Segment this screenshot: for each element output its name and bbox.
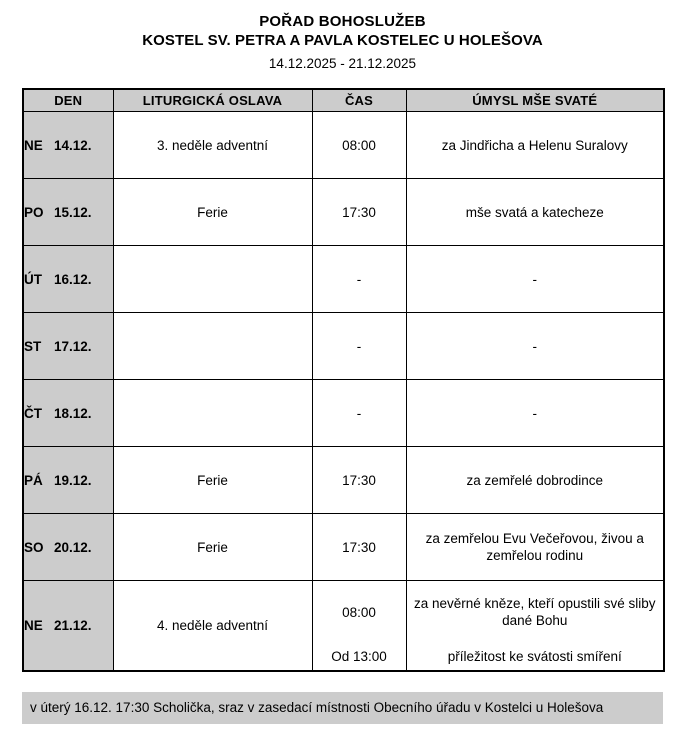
table-row: PÁ 19.12. Ferie 17:30 za zemřelé dobrodin…	[22, 446, 665, 514]
day-date: 16.12.	[54, 271, 92, 287]
cell-liturgy: Ferie	[112, 178, 313, 246]
day-date: 19.12.	[54, 472, 92, 488]
table-row: NE 21.12. 4. neděle adventní 08:00 Od 13:…	[22, 580, 665, 671]
cell-liturgy	[112, 379, 313, 447]
cell-time-secondary: Od 13:00	[331, 648, 387, 664]
day-name: NE	[24, 137, 43, 153]
column-header-umysl: ÚMYSL MŠE SVATÉ	[405, 88, 665, 112]
day-date: 20.12.	[54, 539, 92, 555]
cell-intention-group: za nevěrné kněze, kteří opustili své sli…	[405, 580, 665, 671]
cell-intention: mše svatá a katecheze	[405, 178, 665, 246]
day-name: ÚT	[24, 271, 42, 287]
cell-day: PÁ 19.12.	[22, 446, 114, 514]
table-row: ÚT 16.12. - -	[22, 245, 665, 313]
day-name: ST	[24, 338, 42, 354]
day-name: PO	[24, 204, 44, 220]
cell-intention: -	[405, 312, 665, 380]
cell-intention: -	[405, 379, 665, 447]
table-row: ČT 18.12. - -	[22, 379, 665, 447]
footer-note: v úterý 16.12. 17:30 Scholička, sraz v z…	[22, 692, 663, 724]
cell-day: ST 17.12.	[22, 312, 114, 380]
schedule-table-wrapper: DEN LITURGICKÁ OSLAVA ČAS ÚMYSL MŠE SVAT…	[22, 88, 665, 672]
day-date: 15.12.	[54, 204, 92, 220]
cell-intention: za zemřelé dobrodince	[405, 446, 665, 514]
cell-liturgy	[112, 245, 313, 313]
day-date: 14.12.	[54, 137, 92, 153]
table-row: NE 14.12. 3. neděle adventní 08:00 za Jin…	[22, 111, 665, 179]
cell-time: 08:00	[311, 111, 407, 179]
cell-liturgy	[112, 312, 313, 380]
cell-liturgy: Ferie	[112, 446, 313, 514]
day-date: 21.12.	[54, 617, 92, 633]
cell-time: 17:30	[311, 178, 407, 246]
mass-schedule-table: DEN LITURGICKÁ OSLAVA ČAS ÚMYSL MŠE SVAT…	[22, 88, 665, 672]
cell-time: 17:30	[311, 513, 407, 581]
cell-day: NE 21.12.	[22, 580, 114, 671]
cell-time: 17:30	[311, 446, 407, 514]
table-row: ST 17.12. - -	[22, 312, 665, 380]
day-name: SO	[24, 539, 44, 555]
column-header-cas: ČAS	[311, 88, 407, 112]
cell-time: -	[311, 245, 407, 313]
day-date: 17.12.	[54, 338, 92, 354]
cell-intention: za zemřelou Evu Večeřovou, živou a zemře…	[405, 513, 665, 581]
table-row: PO 15.12. Ferie 17:30 mše svatá a kateche…	[22, 178, 665, 246]
table-row: SO 20.12. Ferie 17:30 za zemřelou Evu Več…	[22, 513, 665, 581]
document-title-block: POŘAD BOHOSLUŽEB KOSTEL SV. PETRA A PAVL…	[0, 0, 685, 74]
day-name: ČT	[24, 405, 42, 421]
cell-liturgy: Ferie	[112, 513, 313, 581]
table-header-row: DEN LITURGICKÁ OSLAVA ČAS ÚMYSL MŠE SVAT…	[22, 88, 665, 112]
cell-time: 08:00	[342, 604, 376, 620]
cell-intention-secondary: příležitost ke svátosti smíření	[447, 648, 622, 664]
cell-day: SO 20.12.	[22, 513, 114, 581]
column-header-liturgicka-oslava: LITURGICKÁ OSLAVA	[112, 88, 313, 112]
day-date: 18.12.	[54, 405, 92, 421]
table-header: DEN LITURGICKÁ OSLAVA ČAS ÚMYSL MŠE SVAT…	[22, 88, 665, 112]
page-subtitle: KOSTEL SV. PETRA A PAVLA KOSTELEC U HOLE…	[142, 32, 543, 49]
column-header-den: DEN	[22, 88, 114, 112]
table-body: NE 14.12. 3. neděle adventní 08:00 za Jin…	[22, 111, 665, 671]
cell-day: PO 15.12.	[22, 178, 114, 246]
cell-time-group: 08:00 Od 13:00	[311, 580, 407, 671]
cell-liturgy: 3. neděle adventní	[112, 111, 313, 179]
cell-time: -	[311, 312, 407, 380]
cell-day: ČT 18.12.	[22, 379, 114, 447]
cell-day: ÚT 16.12.	[22, 245, 114, 313]
cell-intention: -	[405, 245, 665, 313]
cell-liturgy: 4. neděle adventní	[112, 580, 313, 671]
day-name: PÁ	[24, 472, 43, 488]
date-range: 14.12.2025 - 21.12.2025	[268, 56, 417, 71]
page-title: POŘAD BOHOSLUŽEB	[259, 13, 426, 30]
cell-intention: za Jindřicha a Helenu Suralovy	[405, 111, 665, 179]
cell-intention: za nevěrné kněze, kteří opustili své sli…	[413, 596, 656, 629]
cell-time: -	[311, 379, 407, 447]
cell-day: NE 14.12.	[22, 111, 114, 179]
day-name: NE	[24, 617, 43, 633]
